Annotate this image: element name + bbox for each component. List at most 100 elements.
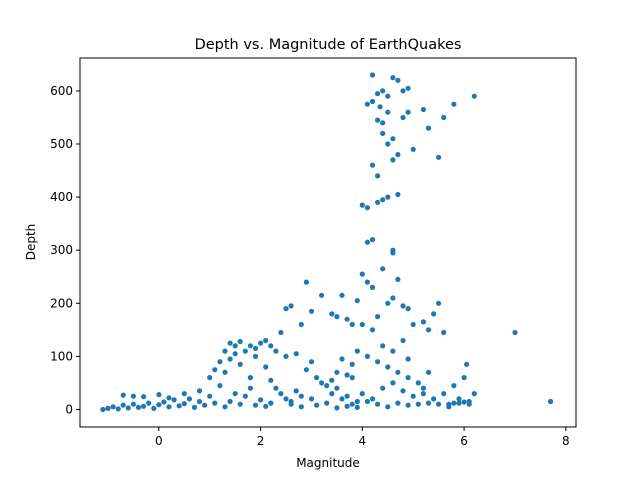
data-point — [375, 199, 381, 205]
data-point — [151, 405, 157, 411]
data-point — [354, 298, 360, 304]
data-point — [349, 321, 355, 328]
data-point — [359, 202, 365, 208]
data-point — [156, 402, 162, 408]
data-point — [334, 385, 340, 391]
data-point — [395, 369, 401, 375]
data-point — [364, 279, 370, 285]
data-point — [364, 398, 370, 405]
data-point — [375, 91, 381, 97]
data-point — [400, 114, 406, 121]
data-point — [105, 405, 111, 411]
data-point — [461, 375, 467, 381]
data-point — [395, 152, 401, 158]
data-point — [390, 75, 396, 81]
data-point — [405, 85, 411, 91]
data-point — [420, 106, 426, 113]
y-tick-label: 200 — [50, 296, 73, 310]
data-point — [191, 404, 198, 410]
y-tick-label: 300 — [50, 243, 73, 257]
data-point — [369, 72, 376, 78]
data-point — [176, 403, 182, 409]
data-point — [166, 395, 172, 401]
data-point — [466, 401, 472, 407]
y-axis-ticks: 0 100 200 300 400 500 600 — [50, 84, 80, 416]
data-point — [451, 101, 457, 107]
x-tick-label: 4 — [359, 434, 367, 448]
data-point — [110, 404, 116, 410]
data-point — [303, 279, 309, 285]
data-point — [232, 343, 238, 349]
data-point — [405, 375, 411, 381]
data-point — [227, 340, 233, 346]
data-point — [548, 398, 554, 405]
data-point — [344, 403, 350, 409]
data-point — [217, 383, 223, 389]
data-point — [441, 329, 447, 336]
data-point — [364, 205, 370, 211]
data-points — [100, 72, 554, 413]
data-point — [400, 388, 406, 394]
data-point — [369, 162, 376, 168]
data-point — [227, 356, 233, 362]
chart-title: Depth vs. Magnitude of EarthQuakes — [195, 37, 462, 53]
y-tick-label: 100 — [50, 349, 73, 363]
data-point — [436, 401, 442, 407]
data-point — [446, 404, 452, 410]
data-point — [380, 197, 386, 203]
data-point — [425, 125, 432, 131]
data-point — [166, 404, 172, 410]
data-point — [456, 400, 462, 406]
x-axis-label: Magnitude — [296, 456, 360, 470]
data-point — [464, 361, 470, 367]
data-point — [232, 391, 238, 397]
y-tick-label: 500 — [50, 137, 73, 151]
data-point — [293, 351, 299, 357]
data-point — [425, 327, 432, 333]
data-point — [369, 284, 376, 290]
data-point — [344, 316, 350, 322]
data-point — [385, 364, 391, 370]
data-point — [410, 393, 416, 399]
data-point — [222, 404, 228, 410]
data-point — [377, 104, 383, 110]
data-point — [375, 173, 381, 179]
data-point — [441, 114, 447, 121]
data-point — [130, 401, 136, 407]
data-point — [324, 383, 330, 389]
data-point — [278, 391, 284, 397]
data-point — [385, 141, 391, 147]
data-point — [471, 93, 477, 99]
data-point — [415, 401, 421, 407]
data-point — [100, 406, 106, 413]
data-point — [339, 396, 345, 402]
data-point — [425, 400, 432, 406]
data-point — [410, 321, 416, 328]
data-point — [390, 157, 396, 163]
data-point — [344, 372, 350, 378]
data-point — [293, 388, 299, 394]
data-point — [252, 402, 259, 408]
data-point — [354, 348, 360, 354]
data-point — [207, 393, 213, 399]
data-point — [212, 400, 218, 406]
x-axis-ticks: 0 2 4 6 8 — [155, 427, 570, 448]
data-point — [375, 359, 381, 365]
data-point — [146, 400, 152, 406]
data-point — [420, 391, 426, 397]
data-point — [456, 396, 462, 402]
data-point — [436, 154, 442, 160]
data-point — [227, 398, 233, 405]
data-point — [400, 303, 406, 309]
data-point — [247, 375, 253, 381]
data-point — [329, 311, 335, 317]
y-axis-label: Depth — [24, 224, 38, 261]
x-tick-label: 0 — [155, 434, 163, 448]
data-point — [451, 383, 457, 389]
data-point — [415, 380, 421, 386]
data-point — [390, 136, 396, 142]
data-point — [334, 405, 340, 411]
data-point — [375, 117, 381, 123]
